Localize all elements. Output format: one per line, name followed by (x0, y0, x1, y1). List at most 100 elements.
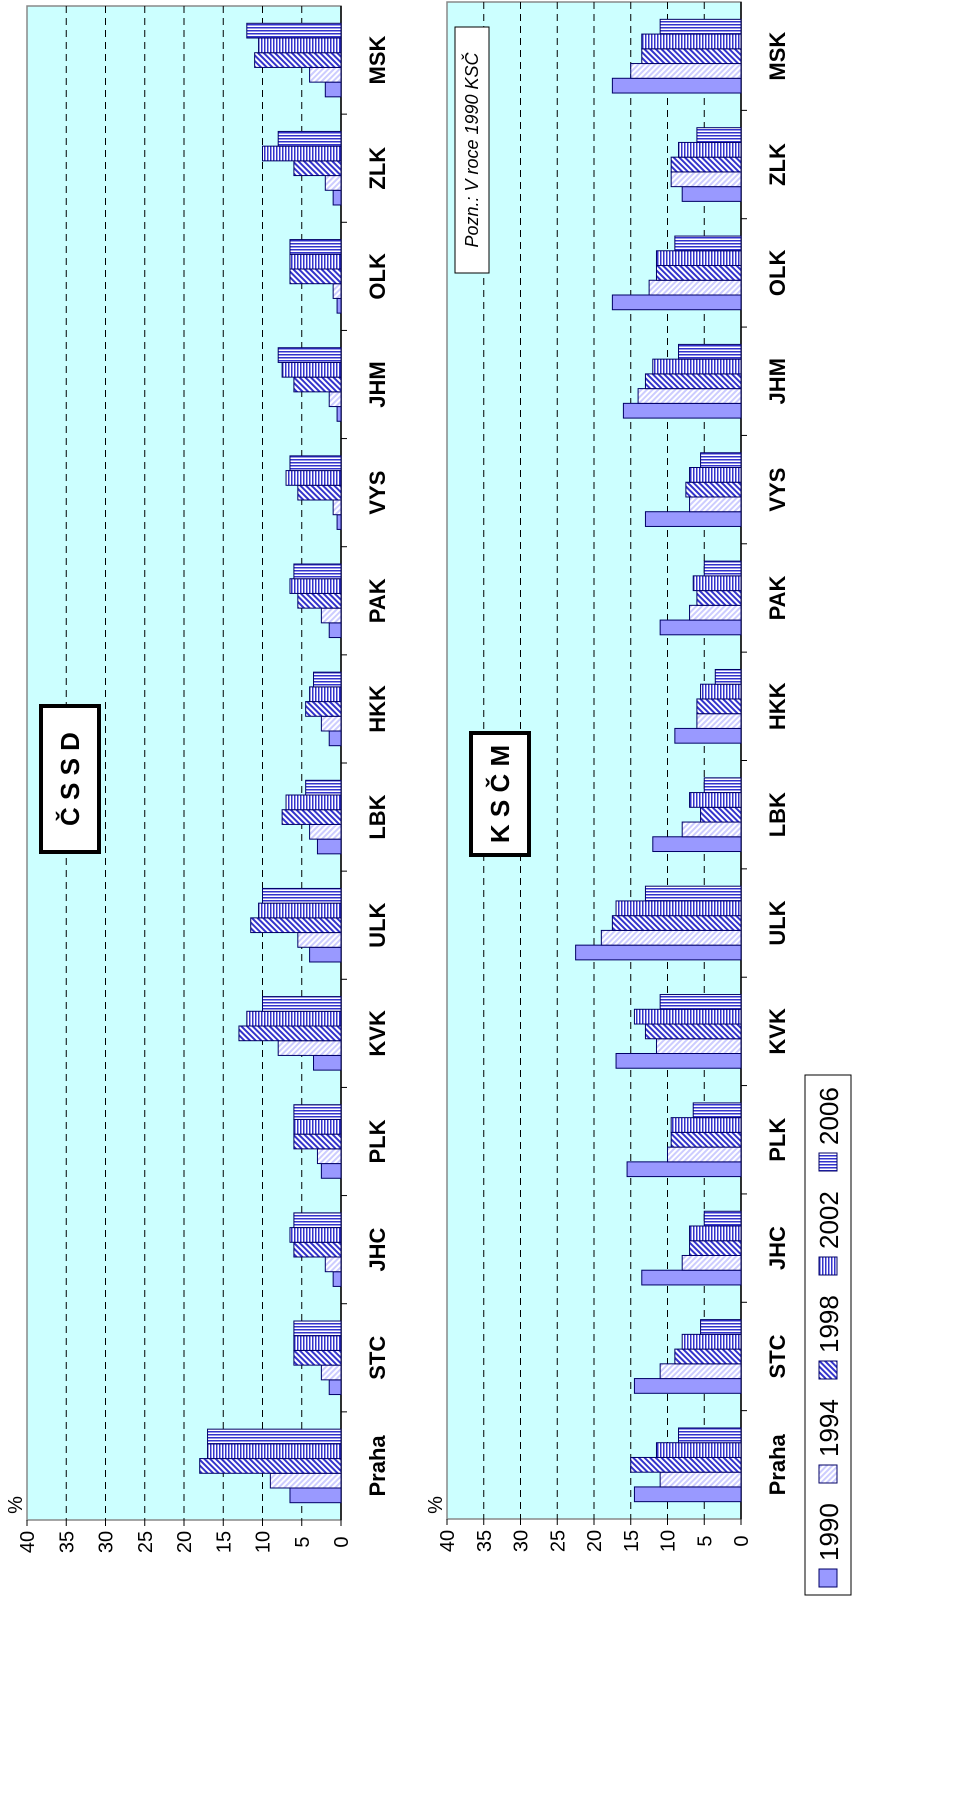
category-label: LBK (765, 792, 790, 837)
y-tick-label: 40 (437, 1530, 459, 1552)
bar-1990-olk (611, 294, 742, 311)
bar-1990-msk (611, 77, 742, 94)
bar-1994-ulk (297, 932, 342, 948)
category-label: ZLK (365, 147, 390, 190)
category-label: VYS (365, 471, 390, 515)
bar-1994-praha (269, 1472, 342, 1489)
bar-2002-praha (655, 1442, 742, 1458)
bar-2002-ulk (615, 900, 742, 917)
bar-2006-stc (700, 1319, 742, 1335)
bar-2006-hkk (714, 668, 742, 685)
bar-1990-lbk (316, 838, 342, 855)
bar-1990-pak (659, 619, 742, 636)
bar-2006-vys (289, 455, 342, 472)
bar-2002-lbk (689, 792, 742, 808)
category-label: MSK (765, 32, 790, 81)
bar-1994-ulk (600, 929, 742, 946)
bar-2006-zlk (696, 127, 742, 143)
bar-1994-kvk (277, 1040, 342, 1056)
bar-1998-jhm (293, 376, 342, 393)
bar-1990-hkk (674, 727, 742, 744)
y-tick-label: 30 (511, 1530, 533, 1552)
bar-1994-zlk (324, 175, 342, 191)
bar-1994-kvk (655, 1038, 742, 1054)
y-axis-label: % (5, 1496, 27, 1514)
bar-1998-olk (289, 268, 342, 285)
bar-2002-msk (258, 37, 342, 54)
bar-2002-jhc (289, 1227, 342, 1243)
bar-1994-olk (648, 279, 742, 296)
bar-2006-lbk (703, 777, 742, 794)
bar-2006-jhm (277, 347, 342, 363)
bar-1994-jhm (637, 388, 742, 404)
category-label: STC (765, 1334, 790, 1378)
bar-1994-praha (659, 1471, 742, 1488)
bar-1990-plk (626, 1161, 742, 1178)
bar-1990-jhc (332, 1271, 342, 1287)
category-label: PAK (765, 575, 790, 620)
bar-1998-kvk (238, 1025, 342, 1042)
bar-1998-pak (696, 590, 742, 606)
category-label: HKK (365, 685, 390, 733)
bar-2002-plk (293, 1118, 342, 1135)
category-label: HKK (765, 682, 790, 730)
bar-2002-vys (689, 467, 742, 483)
bar-2002-pak (692, 575, 742, 592)
category-label: ZLK (765, 143, 790, 186)
bar-2006-msk (246, 22, 342, 39)
category-label: MSK (365, 36, 390, 85)
bar-1990-zlk (681, 186, 742, 202)
bar-1990-vys (644, 511, 742, 527)
legend-label-1994: 1994 (814, 1399, 844, 1457)
bar-2002-hkk (309, 686, 342, 703)
bar-2002-jhm (652, 358, 742, 375)
bar-1998-jhc (689, 1240, 742, 1256)
y-tick-label: 5 (694, 1535, 716, 1546)
bar-2002-ulk (258, 902, 342, 919)
category-label: JHM (765, 358, 790, 404)
bar-2006-praha (207, 1428, 342, 1445)
bar-1990-praha (633, 1486, 742, 1503)
bar-2006-vys (700, 452, 742, 469)
bar-1998-kvk (644, 1023, 742, 1040)
category-label: Praha (765, 1433, 790, 1495)
bar-1998-hkk (696, 698, 742, 715)
bar-1990-pak (328, 622, 342, 639)
bar-1990-kvk (615, 1052, 742, 1069)
bar-1994-plk (667, 1146, 742, 1163)
bar-1998-olk (655, 265, 742, 281)
bar-2002-zlk (262, 145, 342, 162)
category-label: PLK (365, 1119, 390, 1163)
y-tick-label: 25 (547, 1530, 569, 1552)
bar-2006-kvk (262, 996, 342, 1012)
category-label: ULK (365, 902, 390, 947)
y-tick-label: 15 (621, 1530, 643, 1552)
bar-1994-olk (332, 283, 342, 299)
bar-2006-zlk (277, 130, 342, 147)
bar-2002-praha (207, 1443, 342, 1460)
bar-1990-jhc (641, 1269, 742, 1286)
bar-2006-ulk (644, 885, 742, 902)
bar-1998-vys (685, 481, 742, 498)
category-label: OLK (765, 250, 790, 297)
bar-2006-praha (678, 1427, 742, 1444)
bar-2002-olk (655, 250, 742, 267)
bar-1990-olk (336, 297, 342, 314)
bar-2006-kvk (659, 994, 742, 1010)
bar-1998-vys (297, 484, 342, 501)
category-label: VYS (765, 468, 790, 512)
bar-1994-lbk (309, 823, 342, 840)
y-tick-label: 40 (17, 1531, 39, 1553)
bar-1990-jhm (336, 406, 342, 422)
category-label: ULK (765, 900, 790, 945)
bar-1998-stc (293, 1349, 342, 1366)
bar-2002-vys (285, 470, 342, 486)
legend-swatch-1994 (818, 1464, 838, 1484)
bar-1998-plk (293, 1133, 342, 1150)
bar-1994-plk (316, 1148, 342, 1165)
legend-swatch-1998 (818, 1360, 838, 1380)
bar-1994-msk (309, 66, 342, 83)
category-label: KVK (365, 1010, 390, 1057)
bar-1990-hkk (328, 730, 342, 747)
bar-2006-lbk (305, 779, 342, 796)
